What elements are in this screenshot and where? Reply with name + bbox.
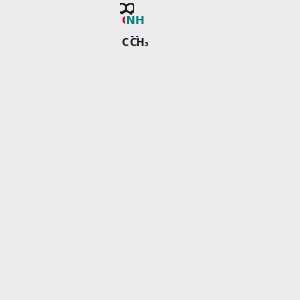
Text: CH₃: CH₃ bbox=[121, 38, 141, 48]
Text: NH: NH bbox=[126, 16, 145, 26]
Text: O: O bbox=[122, 16, 131, 26]
Text: N: N bbox=[130, 36, 140, 46]
Text: CH₃: CH₃ bbox=[129, 38, 149, 48]
